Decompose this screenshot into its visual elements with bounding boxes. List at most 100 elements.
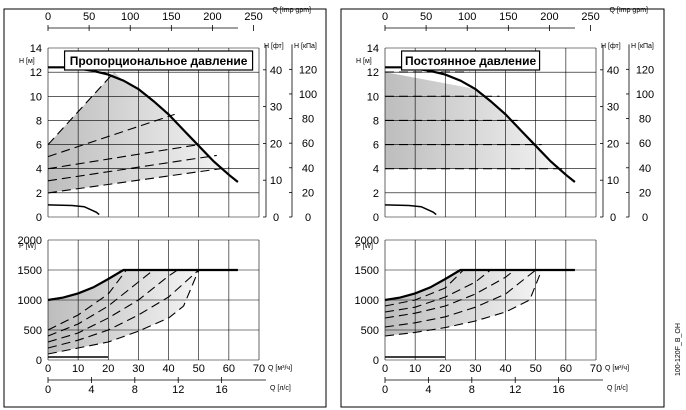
head-tick-label: 10 bbox=[30, 91, 42, 103]
x-tick-label: 20 bbox=[102, 363, 114, 375]
power-tick-label: 1000 bbox=[18, 295, 42, 307]
power-tick-label: 1500 bbox=[18, 265, 42, 277]
imp-tick-label: 250 bbox=[581, 11, 599, 23]
power-tick-label: 2000 bbox=[18, 235, 42, 247]
imp-tick-label: 50 bbox=[420, 11, 432, 23]
kpa-axis-label: H [кПа] bbox=[294, 43, 317, 50]
head-tick-label: 14 bbox=[367, 43, 379, 55]
chart-title: Постоянное давление bbox=[405, 54, 536, 68]
head-tick-label: 12 bbox=[367, 67, 379, 79]
x2-tick-label: 16 bbox=[215, 384, 227, 396]
x2-tick-label: 4 bbox=[425, 384, 431, 396]
ft-tick-label: 20 bbox=[270, 138, 282, 150]
power-operating-area bbox=[48, 270, 199, 354]
x-tick-label: 40 bbox=[162, 363, 174, 375]
power-curve-1 bbox=[47, 268, 238, 302]
x-tick-label: 0 bbox=[382, 363, 388, 375]
power-curve-4 bbox=[47, 269, 178, 343]
title-frame bbox=[400, 50, 541, 71]
imp-tick-label: 100 bbox=[458, 11, 476, 23]
x-tick-label: 0 bbox=[45, 363, 51, 375]
imp-tick-label: 200 bbox=[540, 11, 558, 23]
kpa-tick-label: 100 bbox=[299, 89, 317, 101]
head-tick-label: 6 bbox=[373, 140, 379, 152]
ft-axis-label: H [фт] bbox=[601, 43, 621, 50]
head-tick-label: 8 bbox=[36, 115, 42, 127]
kpa-tick-label: 0 bbox=[305, 212, 311, 224]
power-axis-label: P [W] bbox=[19, 243, 36, 250]
x2-tick-label: 8 bbox=[469, 384, 475, 396]
ft-axis-label: H [фт] bbox=[264, 43, 284, 50]
head-tick-label: 0 bbox=[36, 212, 42, 224]
x2-tick-label: 12 bbox=[172, 384, 184, 396]
power-tick-label: 2000 bbox=[355, 235, 379, 247]
power-tick-label: 0 bbox=[36, 355, 42, 367]
kpa-tick-label: 60 bbox=[302, 138, 314, 150]
x-tick-label: 20 bbox=[439, 363, 451, 375]
imp-tick-label: 250 bbox=[244, 11, 262, 23]
kpa-tick-label: 120 bbox=[299, 64, 317, 76]
x-tick-label: 30 bbox=[469, 363, 481, 375]
imp-tick-label: 0 bbox=[45, 11, 51, 23]
x-tick-label: 70 bbox=[590, 363, 602, 375]
imp-axis-label: Q [Imp gpm] bbox=[272, 7, 311, 14]
figure-code: 100-120F_B_OH bbox=[675, 323, 682, 376]
ft-tick-label: 0 bbox=[610, 212, 616, 224]
ft-tick-label: 40 bbox=[270, 65, 282, 77]
head-tick-label: 2 bbox=[373, 188, 379, 200]
imp-tick-label: 50 bbox=[83, 11, 95, 23]
head-tick-label: 6 bbox=[36, 140, 42, 152]
ft-tick-label: 20 bbox=[607, 138, 619, 150]
power-curve-3 bbox=[47, 269, 154, 337]
head-curve-7 bbox=[47, 204, 100, 216]
head-tick-label: 0 bbox=[373, 212, 379, 224]
ft-tick-label: 40 bbox=[607, 65, 619, 77]
power-tick-label: 500 bbox=[24, 325, 42, 337]
kpa-tick-label: 80 bbox=[302, 114, 314, 126]
head-tick-label: 4 bbox=[373, 164, 379, 176]
imp-tick-label: 200 bbox=[203, 11, 221, 23]
chart-title-box: Постоянное давление bbox=[400, 50, 541, 71]
power-curve-3 bbox=[384, 269, 491, 313]
kpa-tick-label: 120 bbox=[636, 64, 654, 76]
x2-tick-label: 16 bbox=[552, 384, 564, 396]
kpa-tick-label: 0 bbox=[642, 212, 648, 224]
x2-tick-label: 0 bbox=[382, 384, 388, 396]
head-curve-7 bbox=[384, 204, 437, 216]
x-tick-label: 30 bbox=[132, 363, 144, 375]
head-axis-label: H [м] bbox=[356, 58, 372, 65]
head-curve-4 bbox=[47, 144, 199, 170]
head-tick-label: 8 bbox=[373, 115, 379, 127]
kpa-tick-label: 40 bbox=[302, 163, 314, 175]
x-tick-label: 50 bbox=[530, 363, 542, 375]
power-curve-2 bbox=[47, 269, 127, 331]
power-tick-label: 500 bbox=[361, 325, 379, 337]
x2-tick-label: 8 bbox=[132, 384, 138, 396]
kpa-tick-label: 20 bbox=[639, 187, 651, 199]
head-curve-3 bbox=[47, 113, 175, 158]
kpa-axis-label: H [кПа] bbox=[631, 43, 654, 50]
x2-axis-label: Q [л/с] bbox=[607, 385, 628, 392]
head-curve-5 bbox=[47, 154, 217, 182]
head-tick-label: 12 bbox=[30, 67, 42, 79]
ft-tick-label: 0 bbox=[273, 212, 279, 224]
ft-tick-label: 10 bbox=[607, 175, 619, 187]
imp-tick-label: 100 bbox=[121, 11, 139, 23]
power-axis-label: P [W] bbox=[356, 243, 373, 250]
ft-tick-label: 30 bbox=[270, 102, 282, 114]
title-frame bbox=[63, 50, 254, 71]
x-axis-label: Q [м³/ч] bbox=[268, 365, 292, 372]
x-axis-label: Q [м³/ч] bbox=[605, 365, 629, 372]
power-curve-5 bbox=[384, 269, 537, 328]
x2-tick-label: 0 bbox=[45, 384, 51, 396]
power-operating-area bbox=[385, 270, 542, 336]
head-curve-2 bbox=[47, 71, 115, 145]
panel-frame bbox=[3, 8, 327, 408]
head-tick-label: 4 bbox=[36, 164, 42, 176]
imp-tick-label: 0 bbox=[382, 11, 388, 23]
head-axis-label: H [м] bbox=[19, 58, 35, 65]
kpa-tick-label: 100 bbox=[636, 89, 654, 101]
head-tick-label: 2 bbox=[36, 188, 42, 200]
power-curve-2 bbox=[384, 269, 464, 307]
head-tick-label: 14 bbox=[30, 43, 42, 55]
